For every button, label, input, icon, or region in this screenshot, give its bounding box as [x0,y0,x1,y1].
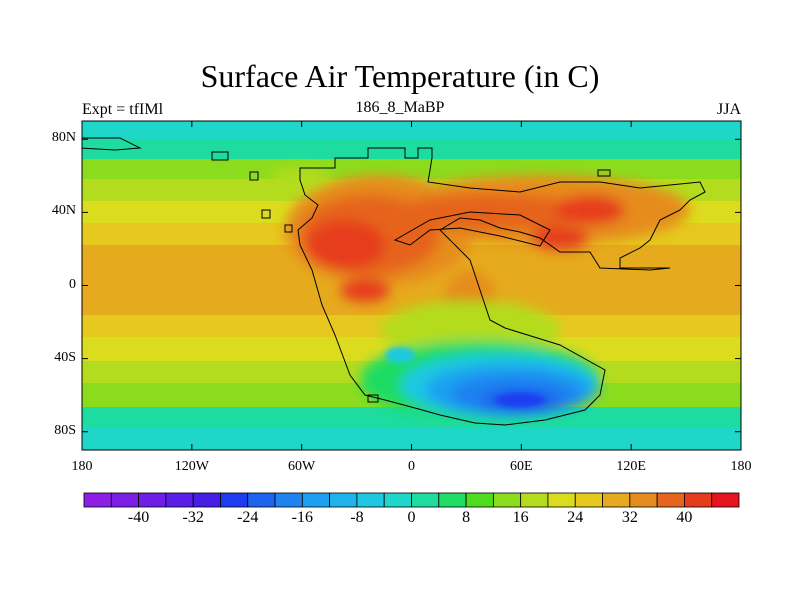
experiment-label: Expt = tfIMl [82,101,164,118]
x-tick-label: 120W [174,459,209,474]
y-tick-label: 80S [54,422,76,438]
colorbar-tick-label: 40 [676,509,693,526]
colorbar-tick-label: 24 [567,509,584,526]
colorbar-swatch [656,492,685,508]
colorbar-swatch [684,492,713,508]
colorbar-swatch [110,492,139,508]
colorbar-swatch [247,492,276,508]
colorbar-swatch [383,492,412,508]
x-tick-label: 60W [288,459,316,474]
x-tick-label: 180 [71,459,93,474]
y-tick-label: 0 [69,276,76,292]
colorbar-swatch [411,492,440,508]
colorbar-swatch [220,492,249,508]
x-tick-label: 0 [408,459,415,474]
colorbar-swatch [547,492,576,508]
colorbar-swatch [465,492,494,508]
colorbar-swatch [83,492,112,508]
colorbar-swatch [192,492,221,508]
axis-ticks [81,121,742,450]
colorbar-swatch [602,492,631,508]
colorbar-swatch [165,492,194,508]
colorbar-tick-label: -16 [291,509,313,526]
colorbar-swatch [356,492,385,508]
colorbar-tick-label: 16 [512,509,529,526]
colorbar-swatch [329,492,358,508]
colorbar-tick-label: -40 [127,509,150,526]
colorbar-swatch [274,492,303,508]
colorbar-swatch [520,492,549,508]
x-tick-label: 180 [730,459,752,474]
plot-title: Surface Air Temperature (in C) [200,58,600,94]
colorbar-tick-label: -8 [350,509,364,526]
x-tick-label: 120E [616,459,646,474]
map-field [82,121,741,450]
age-label: 186_8_MaBP [355,99,445,116]
colorbar-tick-label: 8 [462,509,471,526]
y-tick-label: 80N [51,130,76,146]
colorbar-swatch [301,492,331,508]
colorbar-swatch [711,492,740,508]
colorbar [83,492,740,508]
colorbar-tick-label: 32 [621,509,638,526]
colorbar-swatch [492,492,522,508]
y-tick-label: 40N [51,203,76,219]
colorbar-tick-label: 0 [407,509,416,526]
colorbar-tick-label: -24 [237,509,259,526]
coastlines [82,137,706,426]
colorbar-swatch [629,492,658,508]
colorbar-swatch [138,492,167,508]
colorbar-swatch [574,492,603,508]
season-label: JJA [716,101,741,118]
x-tick-label: 60E [510,459,533,474]
y-tick-label: 40S [54,349,76,365]
colorbar-tick-label: -32 [182,509,204,526]
colorbar-swatch [438,492,467,508]
